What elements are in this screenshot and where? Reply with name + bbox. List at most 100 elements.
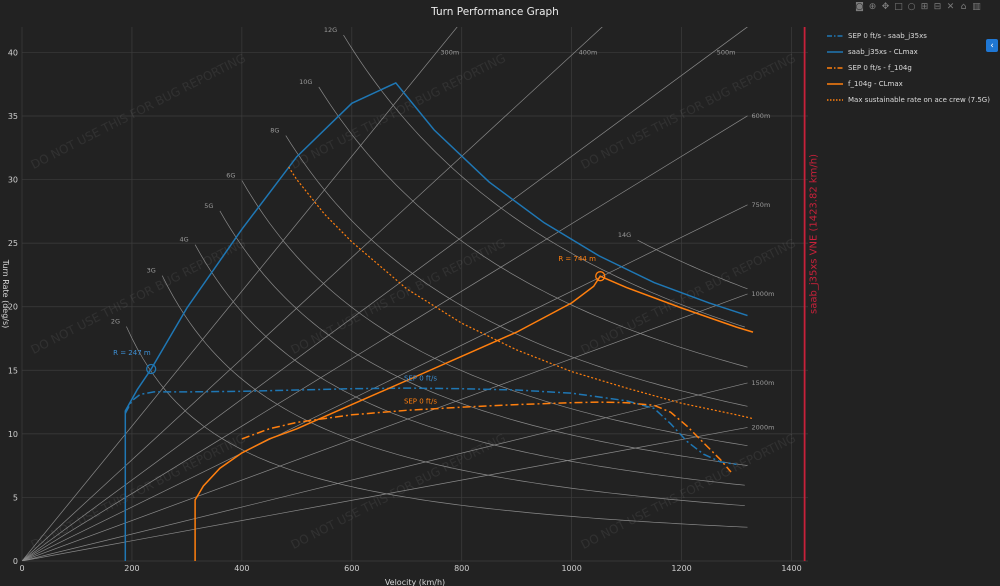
x-tick-label: 0 <box>19 564 24 573</box>
g-line <box>219 210 748 466</box>
chevron-left-icon: ‹ <box>990 40 994 51</box>
legend-item[interactable]: saab_j35xs - CLmax <box>826 44 1000 60</box>
modebar: ◙ ⊕ ✥ □ ○ ⊞ ⊟ ✕ ⌂ ▥ <box>854 2 982 13</box>
radius-line <box>22 382 748 561</box>
g-line <box>241 180 748 447</box>
legend-swatch <box>827 35 843 37</box>
radius-line <box>22 293 748 561</box>
lasso-icon[interactable]: ○ <box>907 2 916 12</box>
radius-line <box>22 204 748 561</box>
g-line-label: 14G <box>618 231 631 239</box>
x-tick-label: 1200 <box>671 564 691 573</box>
watermark-layer: DO NOT USE THIS FOR BUG REPORTING DO NOT … <box>29 51 798 552</box>
radius-line-label: 750m <box>752 201 771 209</box>
legend-item[interactable]: Max sustainable rate on ace crew (7.5G) <box>826 92 1000 108</box>
grid <box>21 27 808 562</box>
legend-item[interactable]: SEP 0 ft/s - saab_j35xs <box>826 28 1000 44</box>
g-line <box>318 86 748 368</box>
g-line <box>343 34 745 328</box>
g-line-label: 4G <box>180 236 189 244</box>
legend-label: Max sustainable rate on ace crew (7.5G) <box>848 96 990 104</box>
legend-swatch <box>827 67 843 69</box>
g-line-label: 8G <box>270 127 279 135</box>
g-line-label: 3G <box>147 267 156 275</box>
legend: SEP 0 ft/s - saab_j35xs saab_j35xs - CLma… <box>826 28 1000 108</box>
legend-item[interactable]: SEP 0 ft/s - f_104g <box>826 60 1000 76</box>
annotation-label: R = 247 m <box>113 349 151 357</box>
legend-label: f_104g - CLmax <box>848 80 903 88</box>
series-line-0 <box>124 387 737 466</box>
x-tick-label: 1400 <box>781 564 801 573</box>
legend-swatch <box>827 83 843 85</box>
y-tick-label: 15 <box>8 366 18 375</box>
radius-line <box>22 27 748 561</box>
legend-label: saab_j35xs - CLmax <box>848 48 918 56</box>
g-line-label: 12G <box>324 26 337 34</box>
y-tick-label: 5 <box>13 493 18 502</box>
annotation-label: SEP 0 ft/s <box>404 397 437 405</box>
series-line-2 <box>241 401 732 473</box>
watermark-text: DO NOT USE THIS FOR BUG REPORTING <box>29 431 248 552</box>
radius-line-label: 600m <box>752 112 771 120</box>
camera-icon[interactable]: ◙ <box>855 2 864 12</box>
y-tick-label: 0 <box>13 557 18 566</box>
legend-item[interactable]: f_104g - CLmax <box>826 76 1000 92</box>
y-tick-label: 20 <box>8 303 18 312</box>
radius-line <box>22 427 748 561</box>
x-tick-label: 400 <box>234 564 249 573</box>
radius-line <box>22 115 748 561</box>
radius-line-label: 400m <box>579 48 598 56</box>
x-tick-label: 1000 <box>561 564 581 573</box>
legend-label: SEP 0 ft/s - f_104g <box>848 64 912 72</box>
g-line <box>285 135 748 407</box>
radius-line-label: 500m <box>717 48 736 56</box>
y-tick-label: 30 <box>8 176 18 185</box>
series-line-3 <box>194 275 754 561</box>
y-tick-label: 25 <box>8 239 18 248</box>
y-tick-label: 10 <box>8 430 18 439</box>
pan-icon[interactable]: ✥ <box>881 2 890 12</box>
legend-swatch <box>827 51 843 53</box>
vne-label: saab_j35xs VNE (1423.82 km/h) <box>809 154 820 314</box>
series-line-4 <box>288 166 754 420</box>
reference-curves <box>22 27 748 561</box>
watermark-text: DO NOT USE THIS FOR BUG REPORTING <box>579 431 798 552</box>
watermark-text: DO NOT USE THIS FOR BUG REPORTING <box>29 51 248 172</box>
data-series <box>124 81 754 561</box>
y-tick-label: 40 <box>8 48 18 57</box>
annotation-label: SEP 0 ft/s <box>404 374 437 382</box>
g-line <box>194 244 745 486</box>
radius-marker <box>146 363 157 375</box>
g-line-label: 5G <box>204 202 213 210</box>
watermark-text: DO NOT USE THIS FOR BUG REPORTING <box>29 236 248 357</box>
y-tick-label: 35 <box>8 112 18 121</box>
g-line-label: 2G <box>111 317 120 325</box>
plotly-logo-icon[interactable]: ▥ <box>972 2 981 12</box>
radius-line-label: 2000m <box>752 423 775 431</box>
x-tick-label: 200 <box>124 564 139 573</box>
autoscale-icon[interactable]: ✕ <box>946 2 955 12</box>
y-axis-label: Turn Rate (deg/s) <box>1 259 10 329</box>
box-select-icon[interactable]: □ <box>894 2 903 12</box>
reset-axes-icon[interactable]: ⌂ <box>960 2 967 12</box>
series-line-1 <box>124 81 748 561</box>
g-line <box>161 275 745 507</box>
g-line-label: 6G <box>226 171 235 179</box>
g-line-label: 10G <box>299 78 312 86</box>
radius-marker <box>595 271 606 282</box>
g-line <box>126 326 748 528</box>
radius-line <box>22 27 603 561</box>
legend-label: SEP 0 ft/s - saab_j35xs <box>848 32 927 40</box>
zoom-in-icon[interactable]: ⊞ <box>920 2 929 12</box>
x-tick-label: 600 <box>344 564 359 573</box>
x-tick-label: 800 <box>454 564 469 573</box>
radius-line-label: 1500m <box>752 379 775 387</box>
legend-swatch <box>827 99 843 101</box>
sidebar-toggle-button[interactable]: ‹ <box>986 39 998 52</box>
zoom-icon[interactable]: ⊕ <box>868 2 877 12</box>
radius-line-label: 300m <box>440 48 459 56</box>
annotation-label: R = 744 m <box>558 255 596 263</box>
x-axis-label: Velocity (km/h) <box>385 578 445 586</box>
zoom-out-icon[interactable]: ⊟ <box>933 2 942 12</box>
